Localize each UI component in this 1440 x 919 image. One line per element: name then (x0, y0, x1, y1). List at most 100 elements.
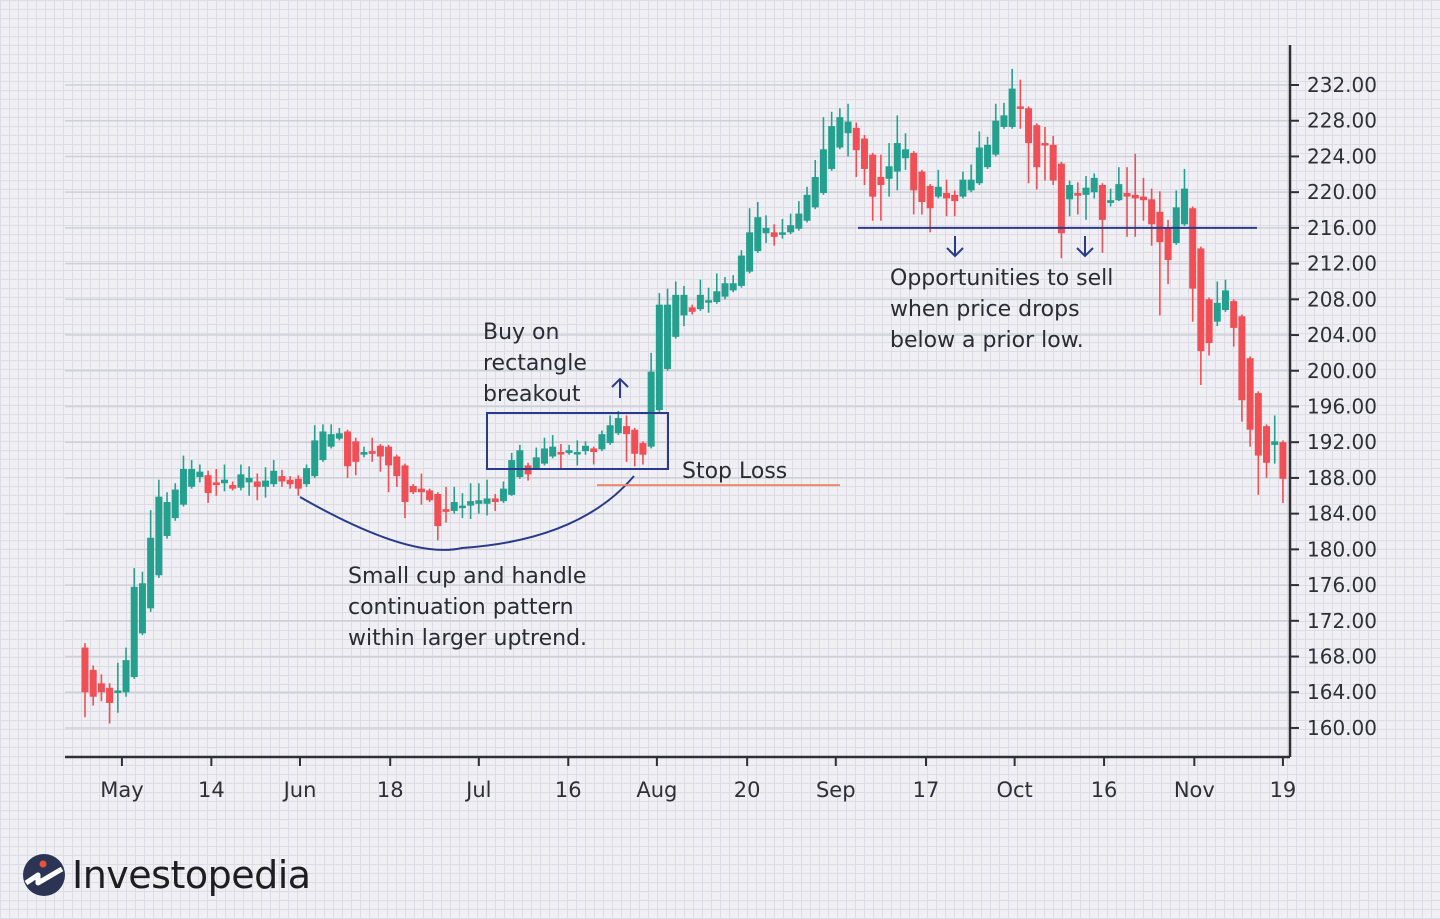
candle-body (852, 127, 860, 151)
candle-body (910, 152, 918, 191)
candle-up (319, 424, 327, 462)
candle-body (885, 166, 893, 179)
x-tick-label: Sep (816, 778, 856, 802)
candle-up (1082, 176, 1090, 220)
candle-down (229, 481, 237, 491)
candle-body (590, 448, 598, 453)
candle-body (270, 470, 278, 485)
candle-up (655, 293, 663, 412)
annotations (299, 226, 1257, 551)
candle-body (1197, 248, 1205, 352)
candle-body (877, 176, 885, 186)
candle-body (122, 660, 130, 693)
candle-body (655, 304, 663, 411)
candle-body (582, 445, 590, 452)
x-tick-label: 16 (1091, 778, 1118, 802)
candle-body (344, 431, 352, 467)
candle-body (1033, 125, 1041, 168)
candle-body (171, 489, 179, 519)
candle-body (220, 479, 228, 484)
breakout-arrow-up-icon (611, 377, 629, 398)
candle-body (1172, 207, 1180, 244)
y-tick-label: 164.00 (1307, 680, 1377, 704)
candle-body (286, 479, 294, 485)
candle-body (409, 485, 417, 493)
candle-up (220, 464, 228, 492)
candle-body (762, 227, 770, 234)
candle-body (1066, 185, 1074, 200)
candle-body (631, 429, 639, 454)
candle-down (417, 473, 425, 505)
candle-body (943, 193, 951, 199)
candle-body (89, 669, 97, 697)
candle-up (1213, 281, 1221, 327)
candle-up (114, 662, 122, 713)
candle-body (647, 371, 655, 447)
candle-body (1279, 442, 1287, 479)
candle-down (770, 224, 778, 246)
y-tick-label: 196.00 (1307, 394, 1377, 418)
candle-body (114, 690, 122, 693)
y-tick-label: 180.00 (1307, 537, 1377, 561)
candle-body (1074, 193, 1082, 196)
candle-down (951, 190, 959, 217)
candle-down (590, 446, 598, 465)
candle-up (967, 164, 975, 193)
candle-body (1246, 358, 1254, 430)
major-gridlines (65, 84, 1290, 729)
x-tick-label: Oct (996, 778, 1032, 802)
candle-body (1025, 108, 1033, 144)
candle-body (860, 138, 868, 169)
candle-down (1033, 123, 1041, 190)
candle-down (1263, 424, 1271, 478)
candle-body (811, 176, 819, 208)
candle-down (434, 492, 442, 541)
candle-body (705, 300, 713, 303)
candle-down (1246, 356, 1254, 447)
candle-body (204, 475, 212, 494)
x-tick-label: Jul (464, 778, 491, 802)
candle-body (393, 456, 401, 477)
candle-body (565, 450, 573, 453)
y-tick-label: 200.00 (1307, 359, 1377, 383)
candle-down (204, 470, 212, 503)
y-tick-label: 188.00 (1307, 466, 1377, 490)
candle-body (1180, 188, 1188, 225)
candle-body (237, 474, 245, 488)
candle-body (1090, 177, 1098, 193)
candle-up (1271, 415, 1279, 464)
candle-down (1098, 183, 1106, 253)
candle-body (696, 294, 704, 310)
candle-up (819, 117, 827, 195)
candle-down (1189, 206, 1197, 322)
candle-up (672, 281, 680, 339)
candle-body (245, 477, 253, 483)
candle-body (573, 452, 581, 455)
candle-down (1131, 153, 1139, 237)
candle-down (286, 476, 294, 489)
y-tick-label: 168.00 (1307, 645, 1377, 669)
candle-body (713, 291, 721, 302)
sell-arrow-down-icon (946, 236, 964, 258)
candle-up (262, 467, 270, 498)
candle-body (721, 283, 729, 297)
candle-body (426, 490, 434, 501)
candle-up (179, 455, 187, 507)
candle-body (499, 488, 507, 502)
candles (81, 68, 1287, 724)
candle-body (417, 488, 425, 493)
sell-arrow-down-icon (1076, 236, 1094, 258)
candle-down (623, 415, 631, 462)
y-tick-label: 232.00 (1307, 73, 1377, 97)
candle-body (902, 149, 909, 159)
candle-body (746, 232, 754, 272)
candle-down (1049, 135, 1057, 186)
x-tick-label: 16 (555, 778, 582, 802)
candle-down (344, 429, 352, 478)
candle-body (458, 505, 466, 509)
candle-body (803, 194, 811, 221)
candle-up (138, 571, 146, 636)
y-tick-label: 160.00 (1307, 716, 1377, 740)
candle-body (984, 144, 992, 168)
candle-up (155, 479, 163, 578)
